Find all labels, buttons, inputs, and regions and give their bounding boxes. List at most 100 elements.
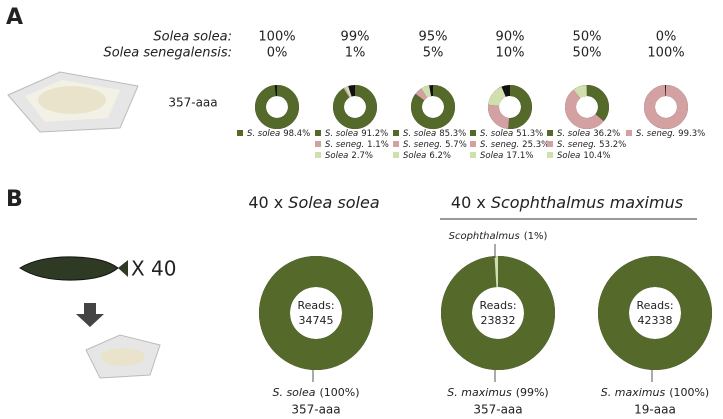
- legend-value: 85.3%: [439, 129, 466, 139]
- legend-name: S. solea: [480, 129, 513, 139]
- legend-value: 1.1%: [367, 140, 389, 150]
- tray-image: [7, 71, 139, 133]
- donut-slice: [415, 88, 428, 101]
- group-title: 40 x Solea solea: [248, 193, 379, 212]
- legend-entry: S. seneg. 1.1%: [325, 140, 389, 150]
- slice-label: S. solea (100%): [272, 386, 359, 399]
- legend-entry: S. solea 36.2%: [557, 129, 620, 139]
- donut-slice: [343, 87, 350, 98]
- mixture-percent: 5%: [423, 46, 444, 61]
- legend-value: 36.2%: [593, 129, 620, 139]
- legend-value: 51.3%: [516, 129, 543, 139]
- donut-slice: [259, 256, 373, 370]
- sample-label: 19-aaa: [634, 403, 676, 417]
- donut-slice: [565, 89, 604, 129]
- legend-value: 17.1%: [506, 151, 533, 161]
- slice-label: Scophthalmus (1%): [449, 231, 548, 242]
- reads-label: Reads:: [479, 299, 516, 312]
- mixture-percent: 1%: [345, 46, 366, 61]
- legend-swatch: [393, 141, 399, 147]
- donut-slice: [421, 85, 432, 98]
- legend-name: S. seneg.: [325, 140, 364, 150]
- sample-label: 357-aaa: [473, 403, 522, 417]
- legend-entry: S. solea 98.4%: [247, 129, 310, 139]
- legend-swatch: [470, 141, 476, 147]
- donut-slice: [508, 85, 532, 129]
- donut-slice: [488, 104, 510, 129]
- legend-name: S. seneg.: [480, 140, 519, 150]
- legend-value: 25.3%: [522, 140, 549, 150]
- mixture-percent: 99%: [341, 30, 370, 45]
- donut-slice: [255, 85, 299, 129]
- legend-value: 2.7%: [351, 151, 373, 161]
- legend-name: S. solea: [325, 129, 358, 139]
- legend-name: S. solea: [557, 129, 590, 139]
- reads-label: Reads:: [636, 299, 673, 312]
- legend-name: Solea: [325, 151, 348, 161]
- legend-entry: S. solea 51.3%: [480, 129, 543, 139]
- group-prefix: 40 x: [451, 193, 486, 212]
- donut-slice: [411, 85, 455, 129]
- slice-name: S. solea: [272, 386, 315, 399]
- tray-image: [85, 334, 161, 379]
- legend-value: 91.2%: [361, 129, 388, 139]
- reads-count: 34745: [299, 314, 334, 327]
- legend-value: 5.7%: [445, 140, 467, 150]
- mixture-percent: 50%: [573, 46, 602, 61]
- mixture-percent: 50%: [573, 30, 602, 45]
- donut-slice: [644, 85, 688, 129]
- reads-count: 42338: [638, 314, 673, 327]
- slice-value: (100%): [669, 386, 709, 399]
- slice-value: (99%): [516, 386, 549, 399]
- legend-swatch: [470, 152, 476, 158]
- panel-label: A: [6, 5, 23, 30]
- legend-swatch: [547, 141, 553, 147]
- mixture-percent: 100%: [258, 30, 295, 45]
- legend-entry: Solea 2.7%: [325, 151, 373, 161]
- legend-entry: S. seneg. 5.7%: [403, 140, 467, 150]
- donut-slice: [344, 86, 352, 98]
- legend-entry: S. solea 91.2%: [325, 129, 388, 139]
- panel-label: B: [6, 187, 23, 212]
- donut-slice: [586, 85, 609, 122]
- sample-label: 357-aaa: [168, 96, 217, 110]
- slice-label: S. maximus (100%): [601, 386, 709, 399]
- legend-swatch: [237, 130, 243, 136]
- legend-name: Solea: [480, 151, 503, 161]
- group-title: 40 x Scophthalmus maximus: [451, 193, 683, 212]
- donut-slice: [488, 86, 507, 107]
- legend-entry: Solea 10.4%: [557, 151, 610, 161]
- legend-entry: S. solea 85.3%: [403, 129, 466, 139]
- legend-name: S. seneg.: [557, 140, 596, 150]
- reads-count: 23832: [481, 314, 516, 327]
- legend-swatch: [626, 130, 632, 136]
- legend-entry: Solea 6.2%: [403, 151, 451, 161]
- legend-value: 6.2%: [429, 151, 451, 161]
- mixture-percent: 0%: [267, 46, 288, 61]
- legend-name: S. solea: [247, 129, 280, 139]
- legend-entry: S. seneg. 99.3%: [636, 129, 705, 139]
- donut-slice: [598, 256, 712, 370]
- legend-value: 98.4%: [283, 129, 310, 139]
- legend-swatch: [547, 130, 553, 136]
- donut-slice: [573, 85, 588, 99]
- mixture-percent: 100%: [647, 46, 684, 61]
- slice-label: S. maximus (99%): [447, 386, 548, 399]
- fish-image: [19, 256, 128, 281]
- group-species: Solea solea: [288, 193, 379, 212]
- slice-name: S. maximus: [601, 386, 666, 399]
- mixture-percent: 0%: [656, 30, 677, 45]
- legend-swatch: [315, 152, 321, 158]
- legend-name: S. seneg.: [403, 140, 442, 150]
- slice-value: (100%): [319, 386, 359, 399]
- group-species: Scophthalmus maximus: [491, 193, 683, 212]
- row-label: Solea senegalensis:: [103, 46, 232, 61]
- row-label: Solea solea:: [153, 30, 232, 45]
- donut-slice: [333, 85, 377, 129]
- legend-name: S. seneg.: [636, 129, 675, 139]
- legend-entry: S. seneg. 25.3%: [480, 140, 549, 150]
- legend-value: 53.2%: [599, 140, 626, 150]
- legend-entry: Solea 17.1%: [480, 151, 533, 161]
